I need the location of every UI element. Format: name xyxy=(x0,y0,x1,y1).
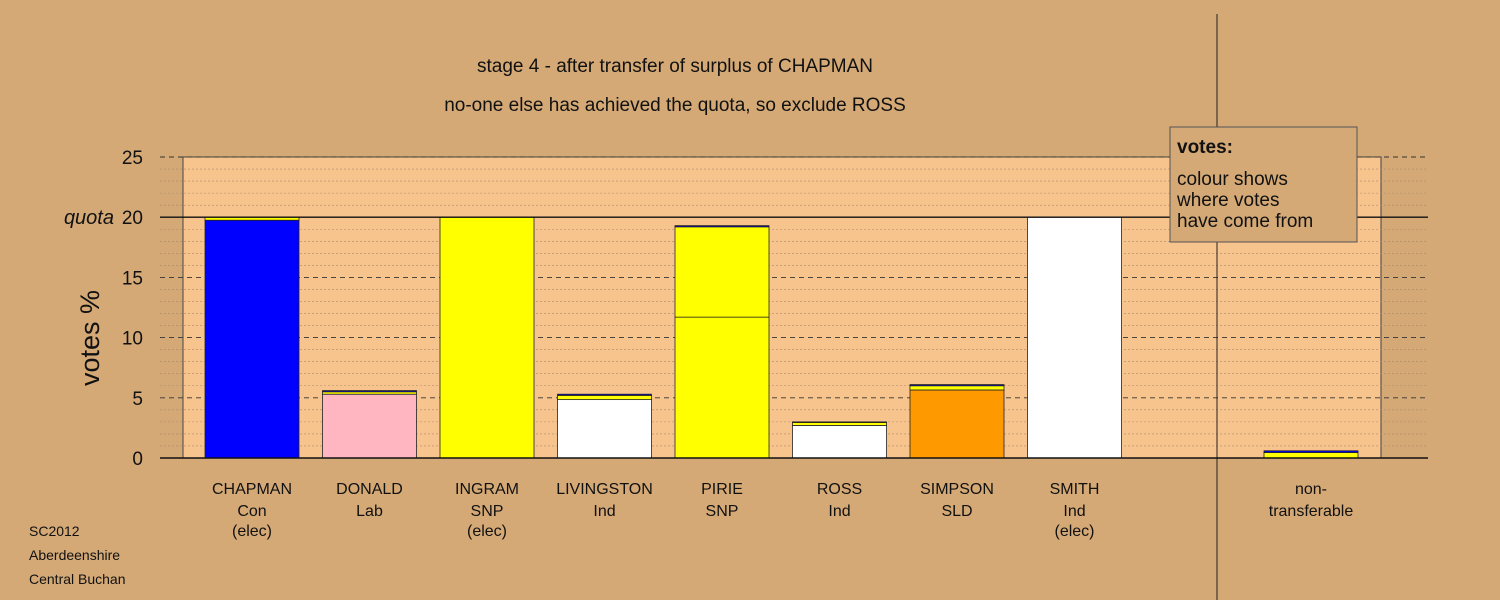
bars xyxy=(204,216,1359,459)
y-tick-label: 10 xyxy=(122,329,143,350)
bar-ross-segment-snp xyxy=(792,422,887,426)
footer-ward: Central Buchan xyxy=(29,571,126,587)
bar-simpson-segment-con xyxy=(909,384,1005,387)
candidate-name: CHAPMAN xyxy=(212,481,292,498)
bar-smith-segment-ind xyxy=(1027,216,1122,459)
candidate-name: ROSS xyxy=(817,481,862,498)
chart-subtitle: no-one else has achieved the quota, so e… xyxy=(444,95,906,116)
candidate-name: SMITH xyxy=(1050,481,1100,498)
bar-pirie-segment-snp xyxy=(674,316,770,459)
legend: votes: colour shows where votes have com… xyxy=(1169,126,1358,243)
legend-box xyxy=(1169,126,1358,243)
candidate-party: Ind xyxy=(1063,503,1085,520)
y-tick-label: 20 xyxy=(122,208,143,229)
candidate-party: SLD xyxy=(941,503,972,520)
legend-title: votes: xyxy=(1177,137,1233,158)
bar-ingram-segment-snp xyxy=(439,216,535,459)
bar-simpson-segment-snp xyxy=(909,385,1005,391)
candidate-status: (elec) xyxy=(1054,523,1094,540)
candidate-name: INGRAM xyxy=(455,481,519,498)
bar-livingston-segment-snp xyxy=(557,394,652,401)
candidate-name: PIRIE xyxy=(701,481,743,498)
bar-ross-segment-con xyxy=(792,421,887,423)
bar-non-transferable-segment-con xyxy=(1263,450,1359,453)
bar-simpson-segment-sld xyxy=(909,389,1005,459)
y-tick-label: 5 xyxy=(132,389,143,410)
y-tick-labels: 0 5 10 15 20 quota 25 xyxy=(64,148,143,470)
candidate-party: SNP xyxy=(706,503,739,520)
footer-council: Aberdeenshire xyxy=(29,547,120,563)
footer-election: SC2012 xyxy=(29,523,80,539)
candidate-party: Lab xyxy=(356,503,383,520)
bar-livingston-segment-ind xyxy=(557,399,652,459)
bar-livingston-segment-con xyxy=(557,393,652,396)
candidate-name: LIVINGSTON xyxy=(556,481,653,498)
candidate-status: (elec) xyxy=(467,523,507,540)
non-transferable-label-line1: non- xyxy=(1295,481,1327,498)
bar-donald-segment-lab xyxy=(322,393,417,459)
bar-ross-segment-ind xyxy=(792,425,887,459)
non-transferable-label-line2: transferable xyxy=(1269,503,1354,520)
y-tick-label: 0 xyxy=(132,449,143,470)
legend-line-2: where votes xyxy=(1176,190,1279,211)
candidate-party: Ind xyxy=(593,503,615,520)
candidate-party: Ind xyxy=(828,503,850,520)
candidate-name: SIMPSON xyxy=(920,481,994,498)
candidate-party: SNP xyxy=(471,503,504,520)
candidate-status: (elec) xyxy=(232,523,272,540)
legend-line-1: colour shows xyxy=(1177,169,1288,190)
bar-pirie-segment-snp xyxy=(674,226,770,318)
candidate-labels: CHAPMAN Con (elec) DONALD Lab INGRAM SNP (elec)… xyxy=(212,481,1099,540)
quota-label: quota xyxy=(64,207,114,229)
bar-chapman-segment-con xyxy=(204,219,300,459)
bar-donald-segment-con xyxy=(322,390,417,393)
bar-pirie-segment-con xyxy=(674,225,770,228)
y-tick-label: 15 xyxy=(122,268,143,289)
candidate-name: DONALD xyxy=(336,481,403,498)
legend-line-3: have come from xyxy=(1177,211,1313,232)
chart-title: stage 4 - after transfer of surplus of C… xyxy=(477,56,873,77)
candidate-party: Con xyxy=(237,503,266,520)
y-axis-label: votes % xyxy=(75,290,105,386)
y-tick-label: 25 xyxy=(122,148,143,169)
bar-non-transferable-segment-snp xyxy=(1263,452,1359,459)
